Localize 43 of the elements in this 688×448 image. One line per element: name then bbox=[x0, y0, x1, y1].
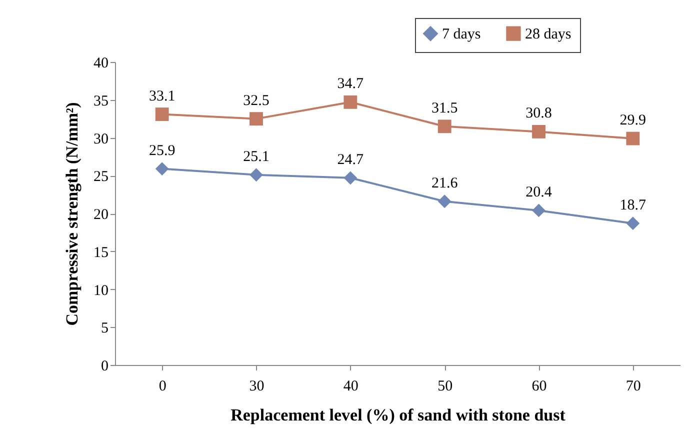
point bbox=[155, 108, 169, 121]
point bbox=[250, 168, 263, 182]
y-tick-label: 5 bbox=[101, 320, 108, 337]
point bbox=[532, 204, 546, 218]
point bbox=[438, 194, 452, 208]
x-axis-title: Replacement level (%) of sand with stone dust bbox=[230, 406, 566, 424]
point bbox=[250, 112, 263, 126]
y-tick-label: 20 bbox=[94, 207, 108, 223]
legend-label: 28 days bbox=[525, 26, 572, 43]
y-tick-label: 0 bbox=[101, 358, 108, 374]
x-tick-label: 60 bbox=[532, 378, 547, 394]
x-tick-label: 30 bbox=[249, 378, 264, 394]
point bbox=[438, 120, 452, 134]
y-axis-title: Compressive strength (N/mm²) bbox=[62, 102, 82, 326]
point bbox=[626, 132, 640, 146]
y-tick-label: 10 bbox=[94, 282, 108, 299]
data-label: 21.6 bbox=[431, 175, 458, 192]
point bbox=[344, 171, 358, 185]
x-tick-label: 0 bbox=[158, 378, 166, 394]
y-tick-label: 15 bbox=[94, 244, 108, 261]
x-tick-label: 40 bbox=[343, 378, 358, 394]
y-tick-label: 25 bbox=[94, 169, 108, 186]
x-tick-label: 50 bbox=[438, 378, 453, 394]
data-label: 30.8 bbox=[526, 106, 552, 122]
data-label: 31.5 bbox=[431, 100, 458, 116]
x-tick-label: 70 bbox=[626, 378, 641, 394]
data-label: 20.4 bbox=[526, 184, 552, 200]
point bbox=[626, 216, 640, 230]
point bbox=[532, 124, 546, 138]
data-label: 18.7 bbox=[620, 197, 647, 214]
point bbox=[344, 95, 358, 109]
data-label: 25.1 bbox=[243, 148, 270, 165]
data-label: 29.9 bbox=[620, 112, 646, 129]
y-tick-label: 40 bbox=[94, 56, 108, 72]
data-label: 32.5 bbox=[243, 92, 270, 109]
y-tick-label: 30 bbox=[94, 131, 108, 148]
data-label: 25.9 bbox=[148, 142, 176, 159]
data-label: 24.7 bbox=[337, 152, 364, 168]
data-label: 33.1 bbox=[148, 88, 176, 104]
y-tick-label: 35 bbox=[94, 93, 108, 110]
data-label: 34.7 bbox=[337, 76, 364, 92]
legend-label: 7 days bbox=[442, 26, 481, 43]
point bbox=[155, 162, 169, 176]
